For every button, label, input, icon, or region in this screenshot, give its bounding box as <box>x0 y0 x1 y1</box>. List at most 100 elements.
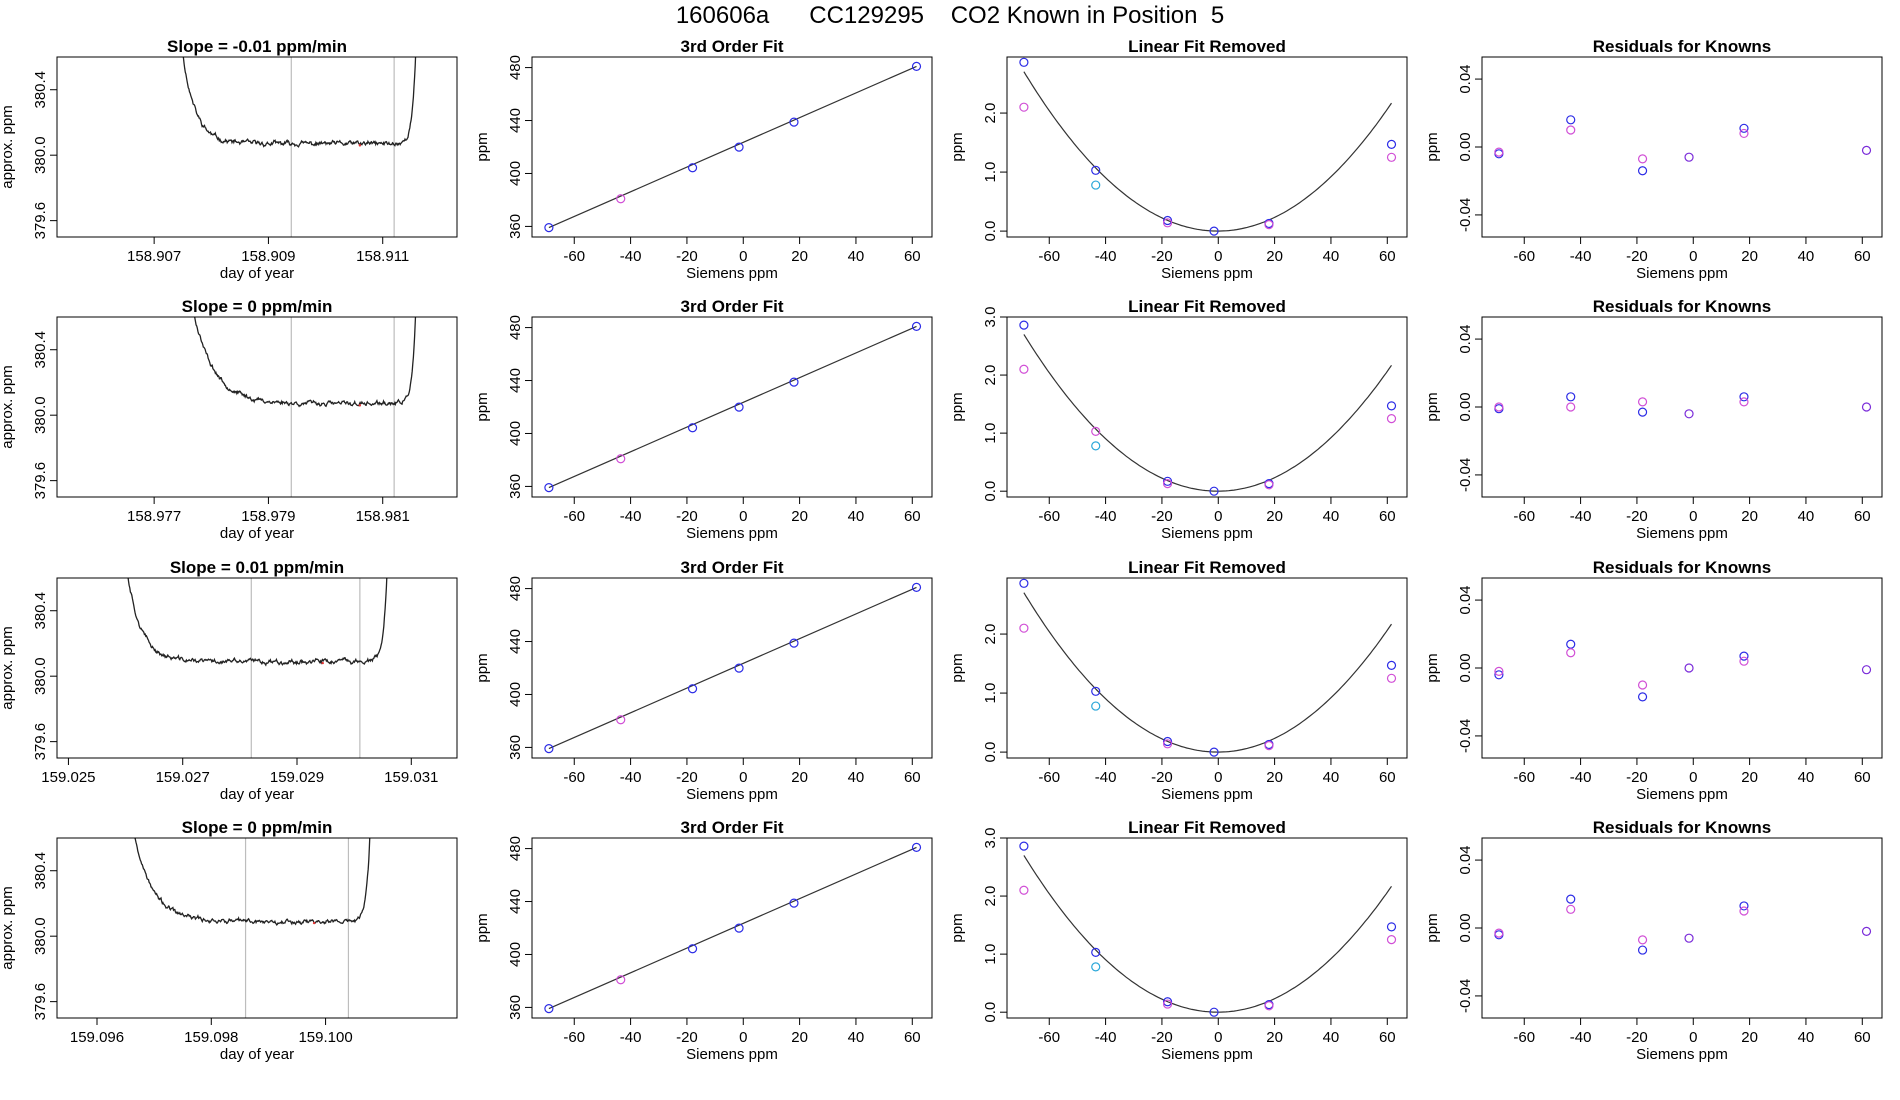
data-point <box>1739 656 1749 666</box>
data-point <box>1162 215 1173 226</box>
plot-frame <box>531 316 933 498</box>
data-point <box>1162 997 1173 1007</box>
x-tick-label: 0 <box>1214 769 1222 786</box>
panel-title: 3rd Order Fit <box>681 558 784 577</box>
y-axis-label: ppm <box>949 653 966 682</box>
y-tick-label: 480 <box>507 576 524 601</box>
x-tick-label: -40 <box>620 1029 642 1046</box>
x-tick-label: 159.096 <box>70 1029 124 1046</box>
data-point <box>1739 123 1749 133</box>
y-tick-label: 380.4 <box>32 592 49 630</box>
y-tick-label: 360 <box>507 214 524 239</box>
x-tick-label: -40 <box>620 248 642 265</box>
data-point <box>789 377 799 387</box>
plot-frame <box>1481 577 1883 759</box>
y-axis-label: ppm <box>474 132 491 161</box>
x-tick-label: 0 <box>739 1029 747 1046</box>
x-axis-label: day of year <box>220 786 294 803</box>
plot-area <box>1494 115 1872 176</box>
y-tick-label: 379.6 <box>32 723 49 761</box>
x-axis-label: Siemens ppm <box>1161 786 1253 803</box>
panel-2-fit: 3rd Order Fit -60 -40 -20 0 20 40 60 Siemens ppm… <box>474 297 933 542</box>
y-tick-label: 400 <box>507 161 524 186</box>
x-tick-label: -20 <box>1151 1029 1173 1046</box>
x-tick-label: -20 <box>1151 769 1173 786</box>
x-tick-label: 40 <box>848 769 865 786</box>
x-axis-label: Siemens ppm <box>1636 1046 1728 1063</box>
x-tick-label: -20 <box>676 248 698 265</box>
x-axis-label: day of year <box>220 265 294 282</box>
panel-title: Slope = 0 ppm/min <box>182 818 333 837</box>
data-point <box>1264 480 1274 490</box>
panel-3-linear: Linear Fit Removed -60 -40 -20 0 20 40 60 Siemen… <box>949 558 1408 803</box>
y-tick-label: 440 <box>507 108 524 133</box>
data-point <box>1637 154 1648 164</box>
y-tick-label: 380.0 <box>32 396 49 434</box>
y-tick-label: 380.0 <box>32 917 49 955</box>
x-axis-label: Siemens ppm <box>1636 525 1728 542</box>
data-point <box>687 163 698 173</box>
data-point <box>789 117 799 127</box>
x-tick-label: 40 <box>848 248 865 265</box>
plot-area <box>544 582 922 754</box>
data-point <box>1091 686 1101 696</box>
x-tick-label: -40 <box>1570 508 1592 525</box>
data-point <box>1264 220 1274 230</box>
x-tick-label: 159.098 <box>184 1029 238 1046</box>
x-tick-label: 60 <box>904 248 921 265</box>
y-tick-label: 1.0 <box>982 162 999 183</box>
y-tick-label: 379.6 <box>32 202 49 240</box>
x-tick-label: 60 <box>1854 508 1871 525</box>
x-tick-label: 0 <box>739 508 747 525</box>
x-tick-label: -40 <box>1095 1029 1117 1046</box>
x-tick-label: 60 <box>1854 769 1871 786</box>
fit-curve <box>1023 334 1392 492</box>
panel-2-linear: Linear Fit Removed -60 -40 -20 0 20 40 60 Siemen… <box>949 297 1408 542</box>
y-axis-label: ppm <box>1424 132 1441 161</box>
panel-title: Slope = 0.01 ppm/min <box>170 558 344 577</box>
data-point <box>734 402 744 412</box>
data-point <box>1386 935 1397 945</box>
data-trace <box>127 578 388 667</box>
x-axis-label: day of year <box>220 525 294 542</box>
panel-4-resid: Residuals for Knowns -60 -40 -20 0 20 40 60 Siem… <box>1424 818 1883 1063</box>
panel-title: Residuals for Knowns <box>1593 558 1772 577</box>
data-point <box>1019 320 1029 330</box>
y-tick-label: 480 <box>507 315 524 340</box>
x-tick-label: 159.027 <box>156 769 210 786</box>
x-tick-label: 20 <box>1266 1029 1283 1046</box>
y-tick-label: 360 <box>507 474 524 499</box>
plot-area <box>127 578 388 758</box>
y-tick-label: 0.04 <box>1457 324 1474 353</box>
panel-title: Residuals for Knowns <box>1593 818 1772 837</box>
x-tick-label: 40 <box>1798 508 1815 525</box>
data-point <box>1684 152 1694 162</box>
mean-marker <box>312 921 316 925</box>
data-point <box>911 582 922 592</box>
y-axis-label: ppm <box>949 392 966 421</box>
y-axis-label: ppm <box>1424 913 1441 942</box>
x-tick-label: 60 <box>1854 248 1871 265</box>
plot-area <box>544 321 922 493</box>
y-tick-label: 0.00 <box>1457 132 1474 161</box>
data-point <box>1739 651 1749 661</box>
plot-frame <box>1481 56 1883 238</box>
x-tick-label: 40 <box>1323 508 1340 525</box>
data-point <box>1739 392 1749 402</box>
y-tick-label: 380.4 <box>32 71 49 109</box>
x-tick-label: 158.907 <box>127 248 181 265</box>
x-tick-label: 40 <box>848 1029 865 1046</box>
plot-area <box>544 842 922 1014</box>
x-axis-label: Siemens ppm <box>686 786 778 803</box>
panel-3-fit: 3rd Order Fit -60 -40 -20 0 20 40 60 Siemens ppm… <box>474 558 933 803</box>
x-tick-label: 159.029 <box>270 769 324 786</box>
data-point <box>1209 226 1219 236</box>
panel-2-trace: Slope = 0 ppm/min 158.977 158.979 158.981 da… <box>0 297 458 542</box>
x-tick-label: 159.025 <box>41 769 95 786</box>
x-tick-label: 40 <box>1798 769 1815 786</box>
panel-title: Linear Fit Removed <box>1128 297 1286 316</box>
data-point <box>1494 666 1504 676</box>
x-tick-label: 0 <box>1689 769 1697 786</box>
